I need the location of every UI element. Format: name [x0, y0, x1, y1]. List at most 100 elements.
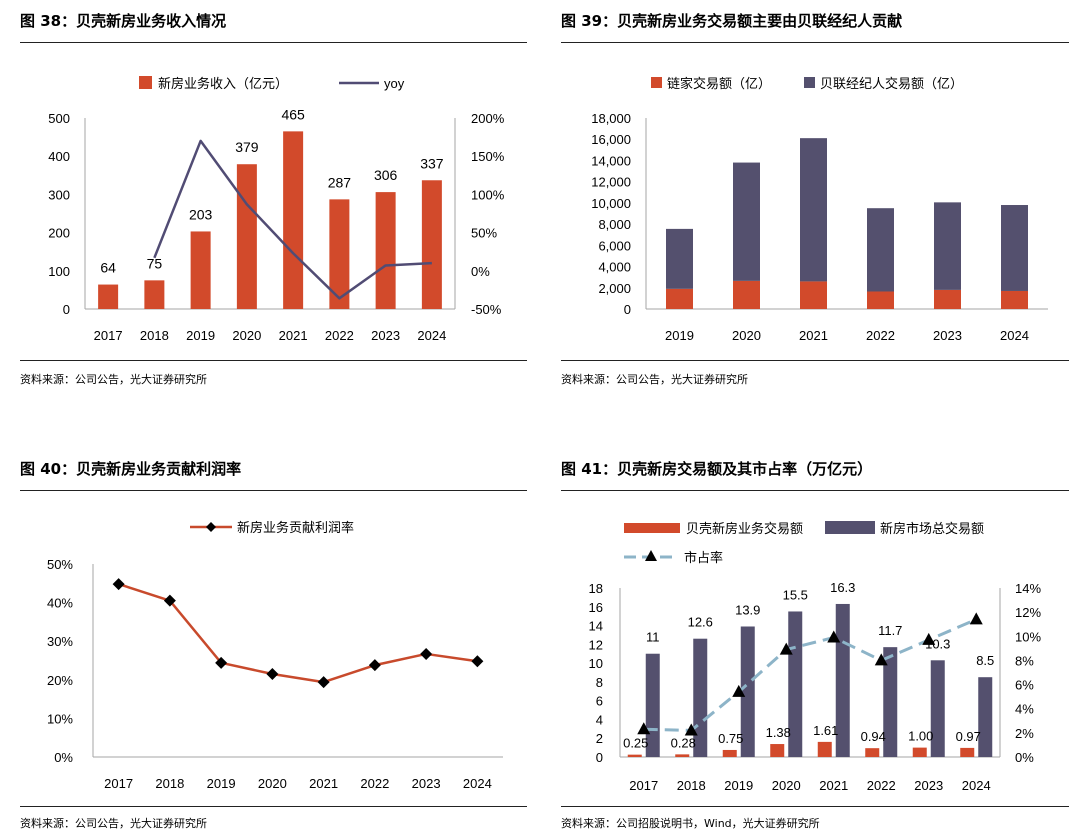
- chart-40-title-rule: [20, 490, 527, 491]
- x-tick-label: 2024: [463, 776, 492, 791]
- legend-swatch-lianjia: [651, 77, 662, 88]
- y-tick-label: 20%: [47, 673, 73, 688]
- chart-39-title-rule: [561, 42, 1069, 43]
- bar-value-label-market: 16.3: [830, 580, 855, 595]
- y2-tick-label: 10%: [1015, 629, 1041, 644]
- y-tick-label: 0: [63, 302, 70, 317]
- x-tick-label: 2023: [933, 328, 962, 343]
- bar-beilian: [800, 138, 827, 282]
- y-tick-label: 6: [596, 694, 603, 709]
- y-tick-label: 4: [596, 712, 603, 727]
- x-tick-label: 2024: [1000, 328, 1029, 343]
- bar-beike-gtv: [960, 747, 975, 757]
- chart-38: 0 100 200 300 400 500 -50% 0% 50% 100% 150% 200% 64 7…: [48, 76, 505, 343]
- x-tick-label: 2019: [186, 328, 215, 343]
- y2-tick-label: 0%: [471, 264, 490, 279]
- y2-tick-label: 2%: [1015, 726, 1034, 741]
- legend-swatch-share-marker: [645, 550, 657, 561]
- bar-beike-gtv: [627, 754, 642, 757]
- bar-beilian: [666, 228, 693, 289]
- bar-value-label-beike: 0.28: [671, 735, 696, 750]
- legend-swatch-revenue: [139, 76, 152, 89]
- bar-revenue: [98, 284, 119, 309]
- bar-value-label-market: 13.9: [735, 602, 760, 617]
- y-tick-label: 12: [589, 637, 603, 652]
- y-tick-label: 12,000: [591, 175, 631, 190]
- x-tick-label: 2020: [732, 328, 761, 343]
- bar-value-label-market: 8.5: [976, 653, 994, 668]
- y-tick-label: 100: [48, 264, 70, 279]
- y2-tick-label: 200%: [471, 111, 505, 126]
- bar-beike-gtv: [770, 744, 785, 757]
- bar-revenue: [329, 199, 350, 309]
- marker-profit-margin: [163, 594, 176, 607]
- y-tick-label: 30%: [47, 634, 73, 649]
- y-tick-label: 0%: [54, 750, 73, 765]
- x-tick-label: 2020: [232, 328, 261, 343]
- y-tick-label: 10,000: [591, 196, 631, 211]
- y-tick-label: 16: [589, 600, 603, 615]
- bar-value-label-market: 15.5: [783, 587, 808, 602]
- line-yoy: [153, 139, 432, 300]
- bar-beike-gtv: [817, 741, 832, 757]
- bar-revenue: [375, 192, 396, 309]
- y2-tick-label: 14%: [1015, 581, 1041, 596]
- marker-market-share: [969, 612, 983, 625]
- y-tick-label: 10: [589, 656, 603, 671]
- y2-tick-label: 150%: [471, 149, 505, 164]
- x-tick-label: 2019: [207, 776, 236, 791]
- y2-tick-label: 8%: [1015, 653, 1034, 668]
- legend-label-beilian: 贝联经纪人交易额（亿）: [820, 76, 963, 91]
- chart-40-source-rule: [20, 806, 527, 807]
- legend-swatch-market: [825, 521, 875, 534]
- bar-revenue: [190, 231, 211, 309]
- y-tick-label: 8: [596, 675, 603, 690]
- line-profit-margin: [118, 582, 478, 684]
- x-tick-label: 2021: [279, 328, 308, 343]
- chart-40-source: 资料来源：公司公告，光大证券研究所: [20, 817, 207, 830]
- x-tick-label: 2017: [104, 776, 133, 791]
- y-tick-label: 200: [48, 226, 70, 241]
- y-tick-label: 500: [48, 111, 70, 126]
- legend-swatch-beilian: [804, 77, 815, 88]
- bar-beilian: [1001, 205, 1028, 291]
- bar-revenue: [144, 280, 165, 309]
- x-tick-label: 2024: [417, 328, 446, 343]
- y-tick-label: 40%: [47, 596, 73, 611]
- bar-value-label: 287: [328, 174, 352, 190]
- legend-label-profit-margin: 新房业务贡献利润率: [237, 520, 354, 535]
- bar-beilian: [867, 208, 894, 292]
- marker-market-share: [684, 723, 698, 736]
- legend-label-share: 市占率: [684, 550, 723, 565]
- x-tick-label: 2022: [360, 776, 389, 791]
- y-tick-label: 14: [589, 619, 603, 634]
- y2-tick-label: -50%: [471, 302, 502, 317]
- y-tick-label: 2: [596, 731, 603, 746]
- chart-38-title: 图 38：贝壳新房业务收入情况: [20, 12, 227, 30]
- y-tick-label: 400: [48, 149, 70, 164]
- y2-tick-label: 4%: [1015, 702, 1034, 717]
- y-tick-label: 6,000: [598, 238, 631, 253]
- bar-beilian: [733, 162, 760, 281]
- bar-lianjia: [934, 289, 961, 309]
- x-tick-label: 2023: [914, 778, 943, 793]
- x-tick-label: 2022: [866, 328, 895, 343]
- bar-market-gtv: [883, 647, 898, 757]
- x-tick-label: 2021: [799, 328, 828, 343]
- x-tick-label: 2018: [677, 778, 706, 793]
- legend-swatch-beike: [624, 523, 680, 533]
- bar-revenue: [236, 164, 257, 309]
- bar-value-label-market: 11: [646, 630, 660, 645]
- x-tick-label: 2018: [155, 776, 184, 791]
- y-tick-label: 0: [624, 302, 631, 317]
- y2-tick-label: 6%: [1015, 678, 1034, 693]
- y-tick-label: 10%: [47, 711, 73, 726]
- bar-value-label-market: 11.7: [878, 623, 902, 638]
- marker-market-share: [827, 630, 841, 643]
- chart-39: 0 2,000 4,000 6,000 8,000 10,000 12,000 14,000 1…: [591, 76, 1048, 343]
- marker-profit-margin: [317, 676, 330, 689]
- y-tick-label: 300: [48, 187, 70, 202]
- x-tick-label: 2023: [412, 776, 441, 791]
- marker-profit-margin: [112, 578, 125, 591]
